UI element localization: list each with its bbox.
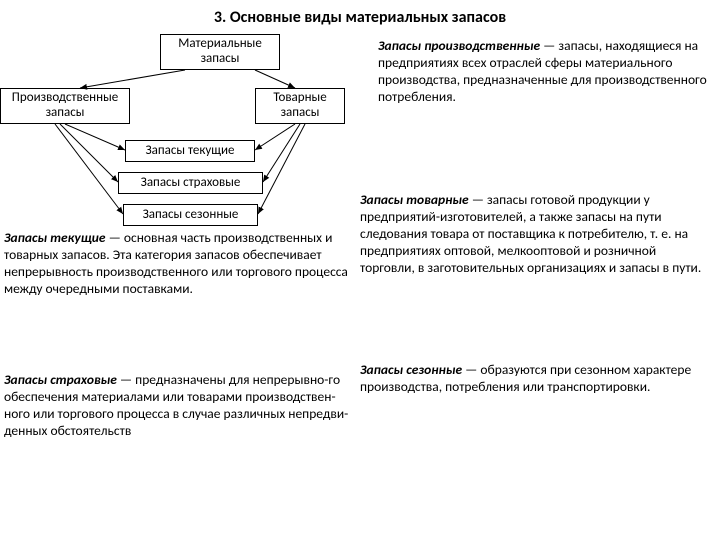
node-label: Запасы сезонные: [143, 208, 239, 223]
node-label: Запасы текущие: [145, 144, 234, 159]
def-title: Запасы производственные: [378, 37, 540, 54]
def-insurance: Запасы страховые — предназначены для неп…: [4, 372, 354, 440]
def-title: Запасы текущие: [4, 229, 106, 246]
node-label: Производственныезапасы: [12, 91, 118, 121]
node-label: Материальныезапасы: [178, 37, 262, 67]
node-goods: Товарныезапасы: [255, 88, 345, 124]
node-root: Материальныезапасы: [160, 34, 280, 70]
def-title: Запасы сезонные: [360, 361, 462, 378]
def-prod: Запасы производственные — запасы, находя…: [378, 38, 710, 106]
def-current: Запасы текущие — основная часть производ…: [4, 230, 354, 298]
page-title: 3. Основные виды материальных запасов: [0, 8, 720, 27]
def-goods: Запасы товарные — запасы готовой продукц…: [360, 192, 710, 276]
node-label: Товарныезапасы: [273, 91, 326, 121]
def-seasonal: Запасы сезонные — образуются при сезонно…: [360, 362, 710, 396]
node-current: Запасы текущие: [125, 140, 255, 162]
def-title: Запасы товарные: [360, 191, 469, 208]
node-insurance: Запасы страховые: [118, 172, 263, 194]
node-label: Запасы страховые: [141, 176, 241, 191]
node-seasonal: Запасы сезонные: [123, 204, 258, 226]
node-prod: Производственныезапасы: [0, 88, 130, 124]
def-title: Запасы страховые: [4, 371, 117, 388]
